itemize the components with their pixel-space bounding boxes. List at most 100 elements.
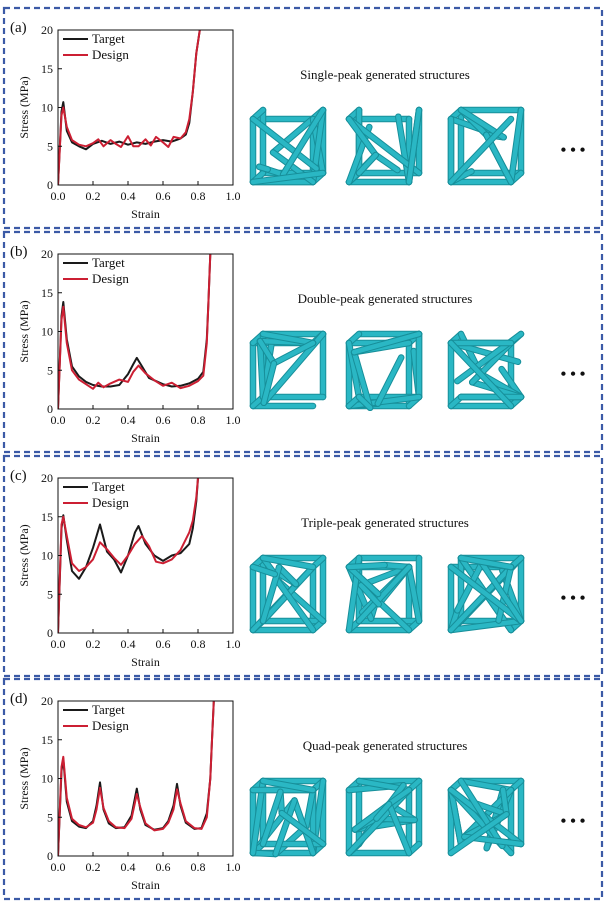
y-tick-label: 20: [41, 694, 53, 708]
strut: [346, 340, 362, 400]
y-tick-label: 5: [47, 363, 53, 377]
panel-a: (a) 0.0 0.2 0.4 0.6 0.8 1.0 0 5 10 15 20 Strain Stres…: [2, 6, 604, 230]
stress-strain-chart: 0.0 0.2 0.4 0.6 0.8 1.0 0 5 10 15 20 Strain Stress (…: [17, 247, 241, 445]
panel-border: [2, 454, 604, 678]
double-peak-structure-3: [447, 330, 525, 410]
x-tick-label: 1.0: [226, 413, 241, 427]
double-peak-structure-1: [249, 330, 327, 410]
x-axis-label: Strain: [131, 655, 160, 669]
panel-border: [2, 677, 604, 901]
strut: [351, 349, 373, 411]
strut: [346, 124, 372, 185]
x-tick-label: 0.8: [191, 637, 206, 651]
y-tick-label: 5: [47, 587, 53, 601]
legend-label-target: Target: [92, 479, 125, 494]
y-tick-label: 15: [41, 733, 53, 747]
panels-layer: (a) 0.0 0.2 0.4 0.6 0.8 1.0 0 5 10 15 20 Strain Stres…: [2, 6, 604, 901]
single-peak-structure-1: [249, 106, 327, 186]
more-structures-ellipsis: • • •: [561, 366, 586, 383]
strut: [273, 798, 297, 857]
strut: [351, 331, 422, 355]
y-tick-label: 0: [47, 178, 53, 192]
strut: [260, 778, 316, 793]
y-tick-label: 20: [41, 23, 53, 37]
strut: [276, 564, 299, 587]
more-structures-ellipsis: • • •: [561, 142, 586, 159]
strut: [386, 801, 412, 856]
x-tick-label: 0.2: [86, 860, 101, 874]
y-tick-label: 5: [47, 810, 53, 824]
y-tick-label: 15: [41, 62, 53, 76]
strut: [356, 564, 412, 624]
x-axis-label: Strain: [131, 431, 160, 445]
y-axis-label: Stress (MPa): [17, 300, 31, 362]
strut: [279, 810, 326, 847]
strut: [250, 170, 326, 185]
strut: [479, 560, 524, 624]
single-peak-structure-3: [447, 106, 525, 186]
panel-label: (c): [10, 468, 27, 484]
structures-caption: Triple-peak generated structures: [301, 515, 469, 530]
strut: [260, 789, 283, 847]
x-tick-label: 0.8: [191, 413, 206, 427]
legend-label-design: Design: [92, 271, 129, 286]
strut: [346, 116, 422, 176]
double-peak-structure-2: [345, 330, 423, 412]
strut: [250, 564, 278, 577]
structures-caption: Single-peak generated structures: [300, 67, 470, 82]
x-tick-label: 0.0: [51, 189, 66, 203]
x-tick-label: 0.2: [86, 413, 101, 427]
y-tick-label: 10: [41, 772, 53, 786]
strut: [271, 340, 316, 366]
strut: [346, 116, 378, 158]
panel-d: (d) 0.0 0.2 0.4 0.6 0.8 1.0 0 5 10 15 20 Strain Stres…: [2, 677, 604, 901]
x-tick-label: 0.6: [156, 860, 171, 874]
strut: [261, 361, 277, 406]
strut: [448, 340, 514, 409]
series-line-target: [58, 478, 199, 633]
x-tick-label: 0.2: [86, 637, 101, 651]
strut: [346, 394, 422, 409]
panel-border: [2, 6, 604, 230]
triple-peak-structure-1: [249, 554, 327, 634]
strut: [346, 562, 387, 570]
strut: [375, 355, 404, 406]
y-tick-label: 15: [41, 286, 53, 300]
stress-strain-chart: 0.0 0.2 0.4 0.6 0.8 1.0 0 5 10 15 20 Strain Stress (…: [17, 23, 241, 221]
triple-peak-structure-3: [447, 554, 525, 634]
panel-label: (d): [10, 691, 28, 707]
strut: [257, 164, 270, 172]
strut: [406, 564, 422, 624]
strut: [250, 116, 319, 171]
y-tick-label: 10: [41, 101, 53, 115]
y-tick-label: 0: [47, 626, 53, 640]
series-line-design: [58, 254, 212, 409]
strut: [303, 787, 316, 829]
x-tick-label: 0.4: [121, 189, 136, 203]
more-structures-ellipsis: • • •: [561, 813, 586, 830]
plot-frame: [57, 700, 234, 857]
strut: [260, 555, 316, 570]
legend-label-design: Design: [92, 718, 129, 733]
legend-label-target: Target: [92, 702, 125, 717]
y-tick-label: 10: [41, 549, 53, 563]
strut: [448, 618, 524, 633]
strut: [448, 787, 464, 847]
strut: [396, 114, 412, 185]
series-line-design: [58, 701, 215, 856]
x-tick-label: 0.4: [121, 413, 136, 427]
x-tick-label: 1.0: [226, 637, 241, 651]
plot-frame: [57, 29, 234, 186]
x-tick-label: 0.6: [156, 637, 171, 651]
x-tick-label: 1.0: [226, 189, 241, 203]
strut: [346, 564, 381, 597]
strut: [500, 787, 509, 817]
plot-frame: [57, 477, 234, 634]
strut: [274, 577, 316, 633]
y-tick-label: 0: [47, 849, 53, 863]
